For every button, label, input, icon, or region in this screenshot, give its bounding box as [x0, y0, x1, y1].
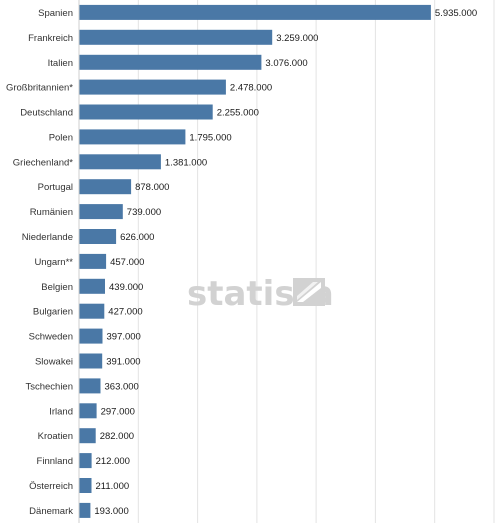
value-label: 427.000: [108, 307, 142, 318]
bar: [79, 179, 132, 195]
bar: [79, 303, 105, 319]
category-label: Belgien: [41, 282, 73, 293]
value-label: 626.000: [120, 232, 154, 243]
category-label: Kroatien: [38, 431, 73, 442]
category-label: Deutschland: [20, 108, 73, 119]
value-label: 1.381.000: [165, 157, 207, 168]
value-label: 1.795.000: [189, 132, 231, 143]
bar: [79, 478, 92, 493]
bar: [79, 129, 186, 145]
bar: [79, 104, 213, 120]
bars: Spanien 5.935.000 Frankreich 3.259.000 Itali…: [6, 4, 477, 518]
category-label: Schweden: [29, 332, 73, 343]
category-label: Irland: [49, 406, 73, 417]
bar: [79, 154, 161, 170]
bar: [79, 4, 431, 20]
value-label: 282.000: [100, 431, 134, 442]
bar: [79, 278, 105, 294]
value-label: 363.000: [105, 381, 139, 392]
value-label: 397.000: [107, 332, 141, 343]
value-label: 5.935.000: [435, 8, 477, 19]
category-label: Slowakei: [35, 357, 73, 368]
category-label: Niederlande: [22, 232, 73, 243]
value-label: 2.478.000: [230, 83, 272, 94]
bar: [79, 253, 107, 269]
value-label: 3.259.000: [276, 33, 318, 44]
bar: [79, 502, 91, 518]
category-label: Polen: [49, 132, 73, 143]
value-label: 457.000: [110, 257, 144, 268]
statista-watermark: statista: [187, 274, 334, 314]
category-label: Großbritannien*: [6, 83, 73, 94]
bar: [79, 403, 97, 419]
bar: [79, 204, 123, 220]
category-label: Spanien: [38, 8, 73, 19]
statista-logo-icon: [293, 278, 325, 306]
value-label: 878.000: [135, 182, 169, 193]
category-label: Griechenland*: [13, 157, 74, 168]
value-label: 193.000: [94, 506, 128, 517]
category-label: Tschechien: [25, 381, 73, 392]
value-label: 439.000: [109, 282, 143, 293]
category-label: Dänemark: [29, 506, 73, 517]
category-label: Portugal: [38, 182, 73, 193]
bar: [79, 229, 117, 244]
bar: [79, 353, 103, 369]
bar: [79, 79, 226, 95]
value-label: 739.000: [127, 207, 161, 218]
value-label: 297.000: [101, 406, 135, 417]
category-label: Ungarn**: [34, 257, 73, 268]
bar: [79, 378, 101, 394]
bar: [79, 328, 103, 344]
value-label: 211.000: [96, 481, 130, 492]
bar: [79, 29, 273, 45]
grid-lines: [137, 0, 495, 523]
category-label: Finnland: [37, 456, 73, 467]
bar: [79, 453, 92, 469]
value-label: 391.000: [106, 357, 140, 368]
category-label: Bulgarien: [33, 307, 73, 318]
bar: [79, 54, 262, 70]
value-label: 212.000: [96, 456, 130, 467]
value-label: 2.255.000: [217, 108, 259, 119]
category-label: Italien: [48, 58, 73, 69]
category-label: Rumänien: [30, 207, 73, 218]
category-label: Frankreich: [28, 33, 73, 44]
category-label: Österreich: [29, 481, 73, 492]
bar: [79, 428, 96, 444]
value-label: 3.076.000: [265, 58, 307, 69]
